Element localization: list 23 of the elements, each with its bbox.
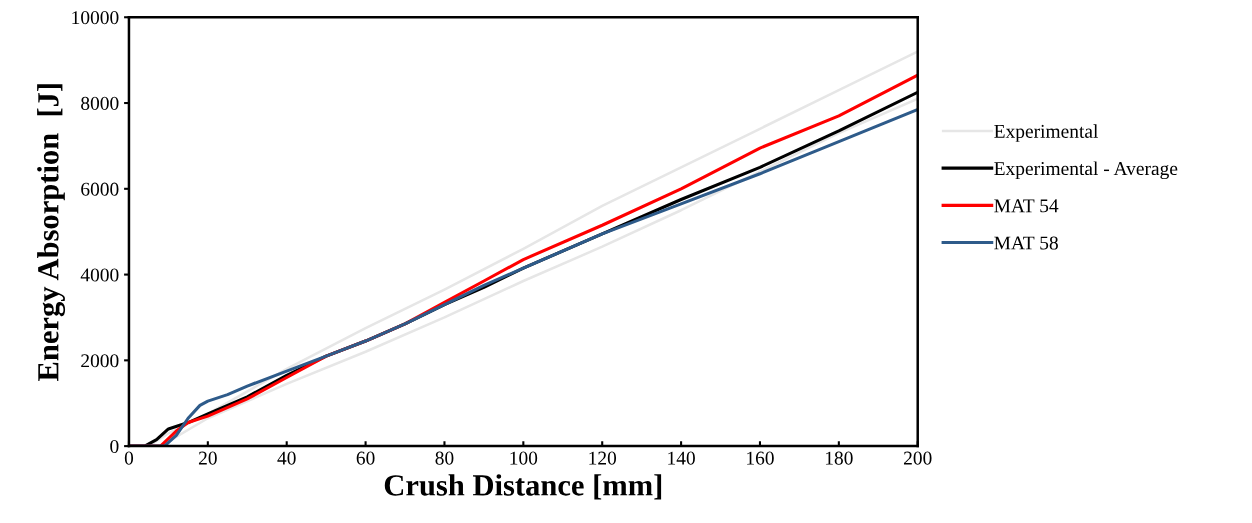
legend-label: Experimental - Average	[994, 161, 1178, 180]
x-tick-label: 200	[903, 451, 932, 465]
x-tick-label: 100	[510, 451, 538, 465]
x-tick-label: 180	[825, 451, 853, 465]
y-tick-label: 0	[110, 439, 119, 454]
x-tick-label: 160	[747, 451, 774, 465]
x-tick-label: 20	[198, 451, 217, 465]
x-axis-title: Crush Distance [mm]	[384, 474, 662, 500]
y-tick-label: 10000	[72, 11, 119, 25]
x-tick-label: 140	[668, 451, 695, 465]
y-tick-label: 2000	[81, 354, 119, 368]
x-tick-label: 0	[124, 451, 134, 465]
legend-label: Experimental	[994, 124, 1099, 142]
x-tick-label: 80	[435, 451, 454, 465]
y-tick-label: 4000	[80, 268, 119, 282]
x-tick-label: 60	[356, 451, 375, 465]
legend-label: MAT 58	[994, 236, 1058, 250]
y-tick-label: 8000	[81, 96, 119, 110]
x-tick-label: 40	[277, 451, 296, 465]
legend-label: MAT 54	[994, 199, 1059, 213]
y-tick-label: 6000	[81, 182, 119, 196]
y-axis-title: Energy Absorption [J]	[37, 84, 66, 381]
x-tick-label: 120	[589, 451, 617, 465]
